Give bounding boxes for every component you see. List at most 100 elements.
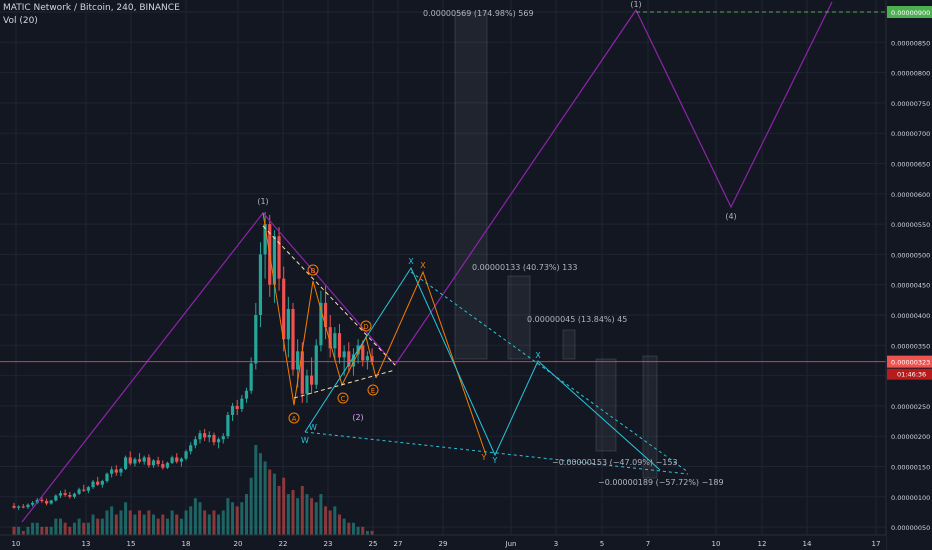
teal-upper-channel: [410, 271, 689, 473]
wave-circle: [337, 392, 349, 404]
price-tick-label: 0.00000450: [891, 282, 930, 290]
candle-body: [72, 493, 77, 497]
candle-body: [151, 460, 156, 466]
candle-body: [217, 439, 221, 443]
volume-bar: [249, 477, 253, 535]
price-tick-label: 0.00000250: [891, 403, 930, 411]
candle-body: [347, 351, 351, 367]
volume-bar: [221, 510, 225, 535]
time-tick-label: 7: [646, 540, 650, 548]
volume-series: [12, 445, 374, 535]
volume-bar: [138, 510, 142, 535]
candle-body: [310, 375, 314, 385]
volume-bar: [72, 522, 76, 535]
wave-label-1: (1): [257, 197, 268, 206]
volume-bar: [91, 514, 95, 535]
time-tick-label: 25: [369, 540, 378, 548]
candle-body: [170, 457, 174, 463]
price-tick-label: 0.00000350: [891, 342, 930, 350]
time-tick-label: 15: [127, 540, 136, 548]
price-tick-label: 0.00000600: [891, 191, 930, 199]
volume-bar: [49, 526, 53, 535]
volume-bar: [142, 514, 146, 535]
volume-bar: [82, 522, 86, 535]
wave-circle: [367, 384, 379, 396]
volume-bar: [21, 530, 25, 535]
volume-bar: [296, 498, 300, 535]
triangle-upper-line: [262, 225, 396, 366]
target-price-badge-text: 0.00000900: [891, 9, 930, 17]
measure-label-neg1: −0.00000153 (−47.09%) −153: [552, 458, 678, 467]
volume-bar: [189, 506, 193, 535]
candle-body: [119, 468, 123, 473]
candle-body: [286, 308, 290, 340]
candle-body: [361, 345, 365, 361]
volume-bar: [110, 506, 114, 535]
candle-body: [58, 493, 63, 496]
orange-label-x: X: [420, 261, 426, 270]
time-tick-label: 12: [758, 540, 767, 548]
volume-bar: [17, 526, 21, 535]
volume-bar: [235, 506, 239, 535]
candle-body: [337, 333, 342, 358]
volume-bar: [310, 498, 314, 535]
orange-projection: [375, 270, 487, 456]
candle-body: [212, 434, 216, 443]
volume-bar: [203, 510, 207, 535]
candle-body: [49, 500, 53, 504]
time-scale-bg: [0, 535, 886, 550]
volume-bar: [175, 514, 179, 535]
candle-body: [175, 457, 179, 462]
price-scale-bg: [886, 0, 932, 550]
volume-bar: [128, 510, 132, 535]
price-tick-label: 0.00000400: [891, 312, 930, 320]
volume-bar: [351, 522, 355, 535]
volume-bar: [147, 510, 151, 535]
volume-bar: [333, 506, 337, 535]
volume-bar: [152, 514, 155, 535]
candle-body: [77, 489, 81, 494]
price-tick-label: 0.00000750: [891, 100, 930, 108]
wave-label-b: B: [311, 267, 316, 275]
volume-bar: [365, 530, 369, 535]
wave-label-d: D: [363, 323, 368, 331]
price-tick-label: 0.00000550: [891, 221, 930, 229]
candle-body: [328, 327, 332, 349]
teal-projection: [304, 266, 661, 471]
time-tick-label: 3: [554, 540, 558, 548]
candle-body: [156, 460, 160, 465]
price-tick-label: 0.00000050: [891, 524, 930, 532]
volume-bar: [356, 526, 360, 535]
triangle-lower-line: [293, 369, 396, 399]
time-tick-label: 13: [82, 540, 91, 548]
teal-label-x: X: [408, 257, 414, 266]
volume-bar: [254, 445, 258, 535]
teal-label-y: Y: [492, 456, 498, 465]
current-price-badge: [887, 355, 932, 368]
volume-bar: [370, 530, 374, 535]
measure-box: [642, 355, 658, 479]
volume-bar: [198, 502, 202, 535]
candle-body: [12, 505, 16, 508]
volume-bar: [161, 514, 165, 535]
candle-body: [198, 433, 202, 440]
candle-body: [282, 278, 286, 340]
candle-body: [114, 469, 118, 473]
candle-body: [54, 495, 58, 501]
volume-bar: [124, 502, 128, 535]
volume-bar: [35, 522, 39, 535]
countdown-badge: [887, 368, 932, 380]
volume-bar: [300, 485, 304, 535]
teal-label-w: W: [301, 436, 309, 445]
candle-body: [333, 333, 337, 349]
wave-label-e: E: [371, 387, 375, 395]
wave-impulse-line: [21, 1, 833, 523]
candle-body: [230, 405, 235, 415]
candle-body: [319, 302, 323, 346]
candle-body: [300, 351, 304, 394]
time-tick-label: 10: [712, 540, 721, 548]
volume-indicator-label: Vol (20): [3, 16, 38, 26]
volume-bar: [324, 506, 328, 535]
